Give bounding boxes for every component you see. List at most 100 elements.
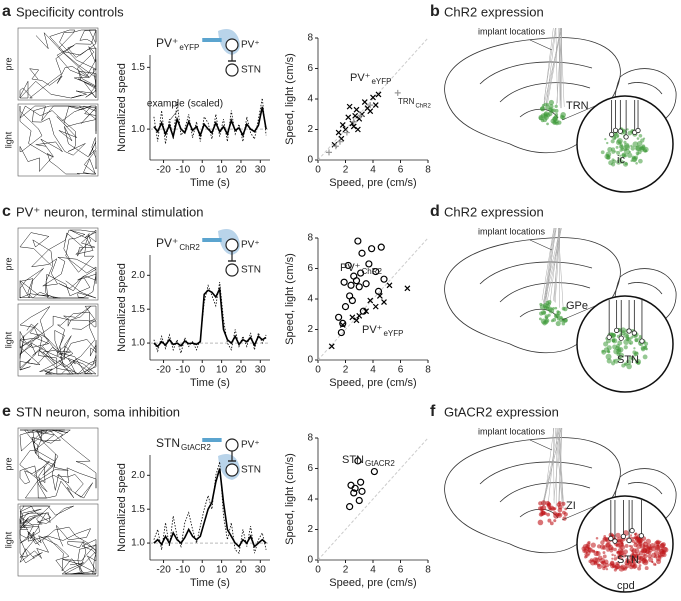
expression xyxy=(602,566,606,571)
expression xyxy=(616,137,623,144)
expression xyxy=(621,558,624,561)
series-line xyxy=(153,282,267,355)
fiber-tip xyxy=(629,528,635,534)
x-axis-label: Time (s) xyxy=(190,177,230,189)
expression xyxy=(595,537,599,540)
point xyxy=(376,293,383,299)
point xyxy=(365,260,373,268)
expression xyxy=(622,553,627,558)
point xyxy=(348,296,356,305)
brain-outline xyxy=(444,37,621,154)
circuit-label: PV⁺ xyxy=(241,40,260,51)
annotation-leader xyxy=(169,109,179,121)
expression xyxy=(620,564,626,570)
cell xyxy=(225,38,239,52)
point xyxy=(372,102,379,109)
y-tick-label: 2 xyxy=(307,524,313,535)
expression xyxy=(611,553,614,557)
expression xyxy=(547,313,551,317)
x-tick-label: 4 xyxy=(370,365,376,376)
implant-track xyxy=(547,427,557,506)
expression xyxy=(620,327,627,334)
expression xyxy=(581,546,586,551)
fiber-tip xyxy=(635,127,641,134)
expression xyxy=(615,145,619,149)
y-tick-label: 1.0 xyxy=(131,124,145,135)
region-label: TRN xyxy=(566,100,589,112)
implant-track xyxy=(545,227,556,307)
trajectory-box xyxy=(17,503,99,577)
expression xyxy=(604,138,607,141)
expression xyxy=(594,557,601,564)
expression xyxy=(604,562,610,568)
unity-line xyxy=(317,37,429,161)
x-tick-label: 8 xyxy=(425,565,431,576)
point xyxy=(339,319,347,327)
point xyxy=(335,313,343,321)
stim-bar xyxy=(202,38,222,42)
trajectory xyxy=(19,105,97,175)
expression xyxy=(657,544,660,547)
brain: implant locations ZI STN cpd xyxy=(444,426,677,593)
x-tick-label: 10 xyxy=(216,165,228,176)
expression xyxy=(556,502,562,507)
expression xyxy=(554,108,559,113)
fiber-tip xyxy=(612,127,619,133)
inset-label: STN xyxy=(617,354,639,366)
expression xyxy=(640,347,646,352)
expression xyxy=(630,144,633,148)
point xyxy=(350,489,358,497)
x-tick-label: 2 xyxy=(343,365,349,376)
leader xyxy=(529,439,553,451)
expression xyxy=(646,544,649,548)
expression xyxy=(593,550,599,557)
expression xyxy=(636,361,641,365)
panel-letter: d xyxy=(430,203,440,220)
expression xyxy=(548,99,555,106)
point xyxy=(351,484,359,492)
point xyxy=(375,91,382,98)
fiber-tip xyxy=(638,533,644,539)
expression xyxy=(537,519,544,526)
point xyxy=(358,487,366,495)
point xyxy=(370,467,378,476)
point xyxy=(339,322,346,328)
expression xyxy=(561,321,566,326)
expression xyxy=(608,160,614,166)
legend-label: TRN xyxy=(398,97,415,106)
brain-outline xyxy=(444,437,621,554)
expression xyxy=(642,559,649,566)
x-tick-label: 0 xyxy=(315,565,321,576)
expression xyxy=(607,350,611,354)
subscript: ChR2 xyxy=(179,243,200,252)
fiber-tip xyxy=(623,134,629,140)
cell xyxy=(225,463,239,477)
leader xyxy=(529,39,553,51)
expression xyxy=(559,114,565,120)
implant-track xyxy=(555,427,558,509)
expression xyxy=(630,146,636,151)
expression xyxy=(610,561,615,566)
point xyxy=(380,275,388,283)
x-tick-label: 20 xyxy=(235,165,247,176)
expression xyxy=(639,560,642,564)
fiber-tip xyxy=(639,338,645,344)
fiber-tip xyxy=(608,535,614,542)
trajectory xyxy=(19,29,97,99)
expression xyxy=(647,553,652,559)
point xyxy=(341,303,350,311)
y-axis-label: Normalized speed xyxy=(116,63,128,152)
point xyxy=(394,89,401,96)
expression xyxy=(628,150,632,154)
circuit-label: STN xyxy=(241,65,261,76)
panel-letter: c xyxy=(2,203,11,220)
point xyxy=(337,328,345,337)
expression xyxy=(638,564,642,567)
chart-label: PV⁺ xyxy=(156,236,178,250)
expression xyxy=(661,550,666,555)
expression xyxy=(611,150,615,154)
legend-label: STN xyxy=(342,454,364,466)
expression xyxy=(548,308,555,314)
expression xyxy=(540,500,547,506)
x-tick-label: 20 xyxy=(235,565,247,576)
